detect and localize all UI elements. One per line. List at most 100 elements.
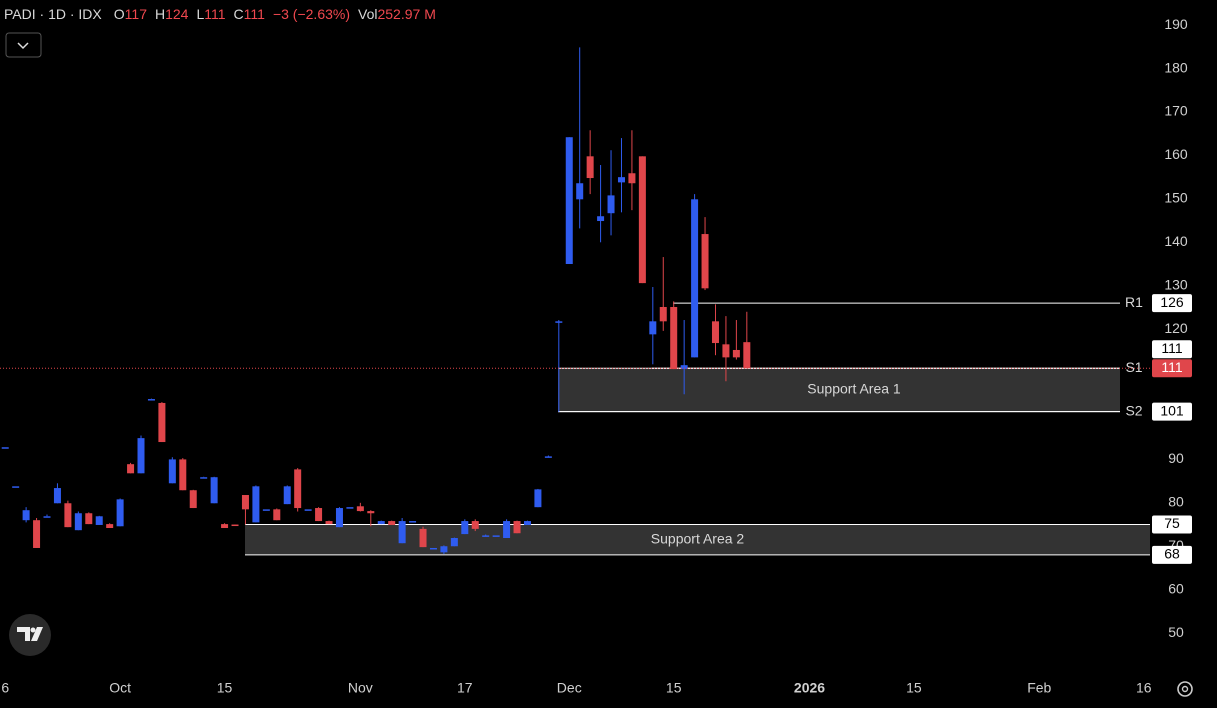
- x-tick-label: 17: [457, 680, 473, 696]
- x-tick-label: Feb: [1027, 680, 1051, 696]
- level-value: 126: [1160, 294, 1184, 310]
- zone-label: Support Area 2: [651, 530, 745, 546]
- y-tick-label: 90: [1168, 450, 1184, 466]
- y-tick-label: 190: [1164, 16, 1188, 32]
- candle-body: [565, 137, 573, 265]
- candle-body: [732, 349, 740, 358]
- collapse-button[interactable]: [5, 32, 42, 58]
- y-tick-label: 170: [1164, 103, 1188, 119]
- support-zone: [245, 524, 1150, 555]
- high-value: 124: [165, 6, 189, 22]
- candle-body: [544, 456, 552, 458]
- candle-body: [95, 516, 103, 525]
- level-value-box: [1152, 294, 1192, 313]
- candle-body: [607, 195, 615, 214]
- x-tick-label: 6: [1, 680, 9, 696]
- candle-body: [638, 156, 646, 284]
- candle-body: [586, 156, 594, 179]
- candle-body: [346, 507, 354, 509]
- low-value: 111: [204, 6, 225, 22]
- candle-body: [1, 447, 9, 449]
- candle-body: [252, 486, 260, 523]
- candle-body: [273, 509, 281, 521]
- candle-body: [398, 521, 406, 544]
- y-tick-label: 60: [1168, 580, 1184, 596]
- x-tick-label: 2026: [794, 680, 825, 696]
- last-price-box: [1152, 359, 1192, 378]
- candle-body: [43, 516, 51, 518]
- candle-body: [377, 521, 385, 525]
- candle-body: [85, 513, 93, 525]
- candle-body: [33, 520, 41, 548]
- candle-body: [482, 535, 490, 537]
- low-label: L: [196, 6, 204, 22]
- candle-body: [241, 495, 249, 510]
- candle-body: [691, 199, 699, 358]
- zone-label: Support Area 1: [807, 381, 901, 397]
- candle-body: [12, 486, 20, 488]
- zone-top-value-box: [1152, 515, 1192, 534]
- candle-body: [419, 528, 427, 548]
- candle-body: [670, 306, 678, 370]
- volume-value: 252.97 M: [377, 6, 435, 22]
- candle-body: [367, 511, 375, 514]
- candle-body: [576, 183, 584, 200]
- x-tick-label: Nov: [348, 680, 373, 696]
- candle-body: [210, 477, 218, 504]
- candle-body: [388, 521, 396, 525]
- candle-body: [294, 469, 302, 509]
- close-label: C: [234, 6, 244, 22]
- candle-body: [127, 464, 135, 474]
- candle-body: [440, 546, 448, 553]
- y-tick-label: 50: [1168, 624, 1184, 640]
- candle-body: [158, 402, 166, 443]
- candle-body: [116, 499, 124, 527]
- y-tick-label: 120: [1164, 320, 1188, 336]
- level-name: S2: [1125, 402, 1142, 418]
- candle-body: [74, 513, 82, 531]
- candle-body: [597, 216, 605, 222]
- zone-bottom-value: 68: [1164, 546, 1180, 562]
- candle-body: [649, 321, 657, 335]
- level-value-box: [1152, 402, 1192, 421]
- open-value: 117: [125, 6, 148, 22]
- candle-body: [429, 547, 437, 550]
- candle-body: [137, 438, 145, 474]
- candle-body: [471, 521, 479, 529]
- level-value-box: [1152, 340, 1192, 359]
- tradingview-logo[interactable]: [9, 614, 51, 656]
- x-tick-label: 15: [906, 680, 922, 696]
- candle-body: [680, 365, 688, 370]
- y-tick-label: 160: [1164, 146, 1188, 162]
- candle-body: [701, 234, 709, 289]
- candle-body: [555, 321, 563, 323]
- x-tick-label: 15: [666, 680, 682, 696]
- level-name: R1: [1125, 294, 1143, 310]
- candle-body: [22, 510, 30, 521]
- open-label: O: [114, 6, 125, 22]
- candle-body: [711, 321, 719, 344]
- settings-button[interactable]: [1177, 681, 1193, 697]
- candle-body: [179, 459, 187, 491]
- candle-body: [64, 503, 72, 528]
- zone-bottom-value-box: [1152, 545, 1192, 564]
- candle-body: [356, 506, 364, 512]
- candle-body: [231, 524, 239, 527]
- x-tick-label: Dec: [557, 680, 582, 696]
- candle-body: [492, 535, 500, 537]
- symbol: PADI · 1D · IDX: [4, 6, 102, 22]
- candle-body: [283, 486, 291, 505]
- level-value: 101: [1160, 402, 1184, 418]
- candle-body: [743, 342, 751, 369]
- candle-body: [722, 344, 730, 358]
- candle-body: [628, 173, 636, 184]
- candle-body: [461, 521, 469, 535]
- candle-body: [304, 509, 312, 511]
- y-tick-label: 180: [1164, 59, 1188, 75]
- y-tick-label: 140: [1164, 233, 1188, 249]
- last-price: 111: [1161, 359, 1182, 375]
